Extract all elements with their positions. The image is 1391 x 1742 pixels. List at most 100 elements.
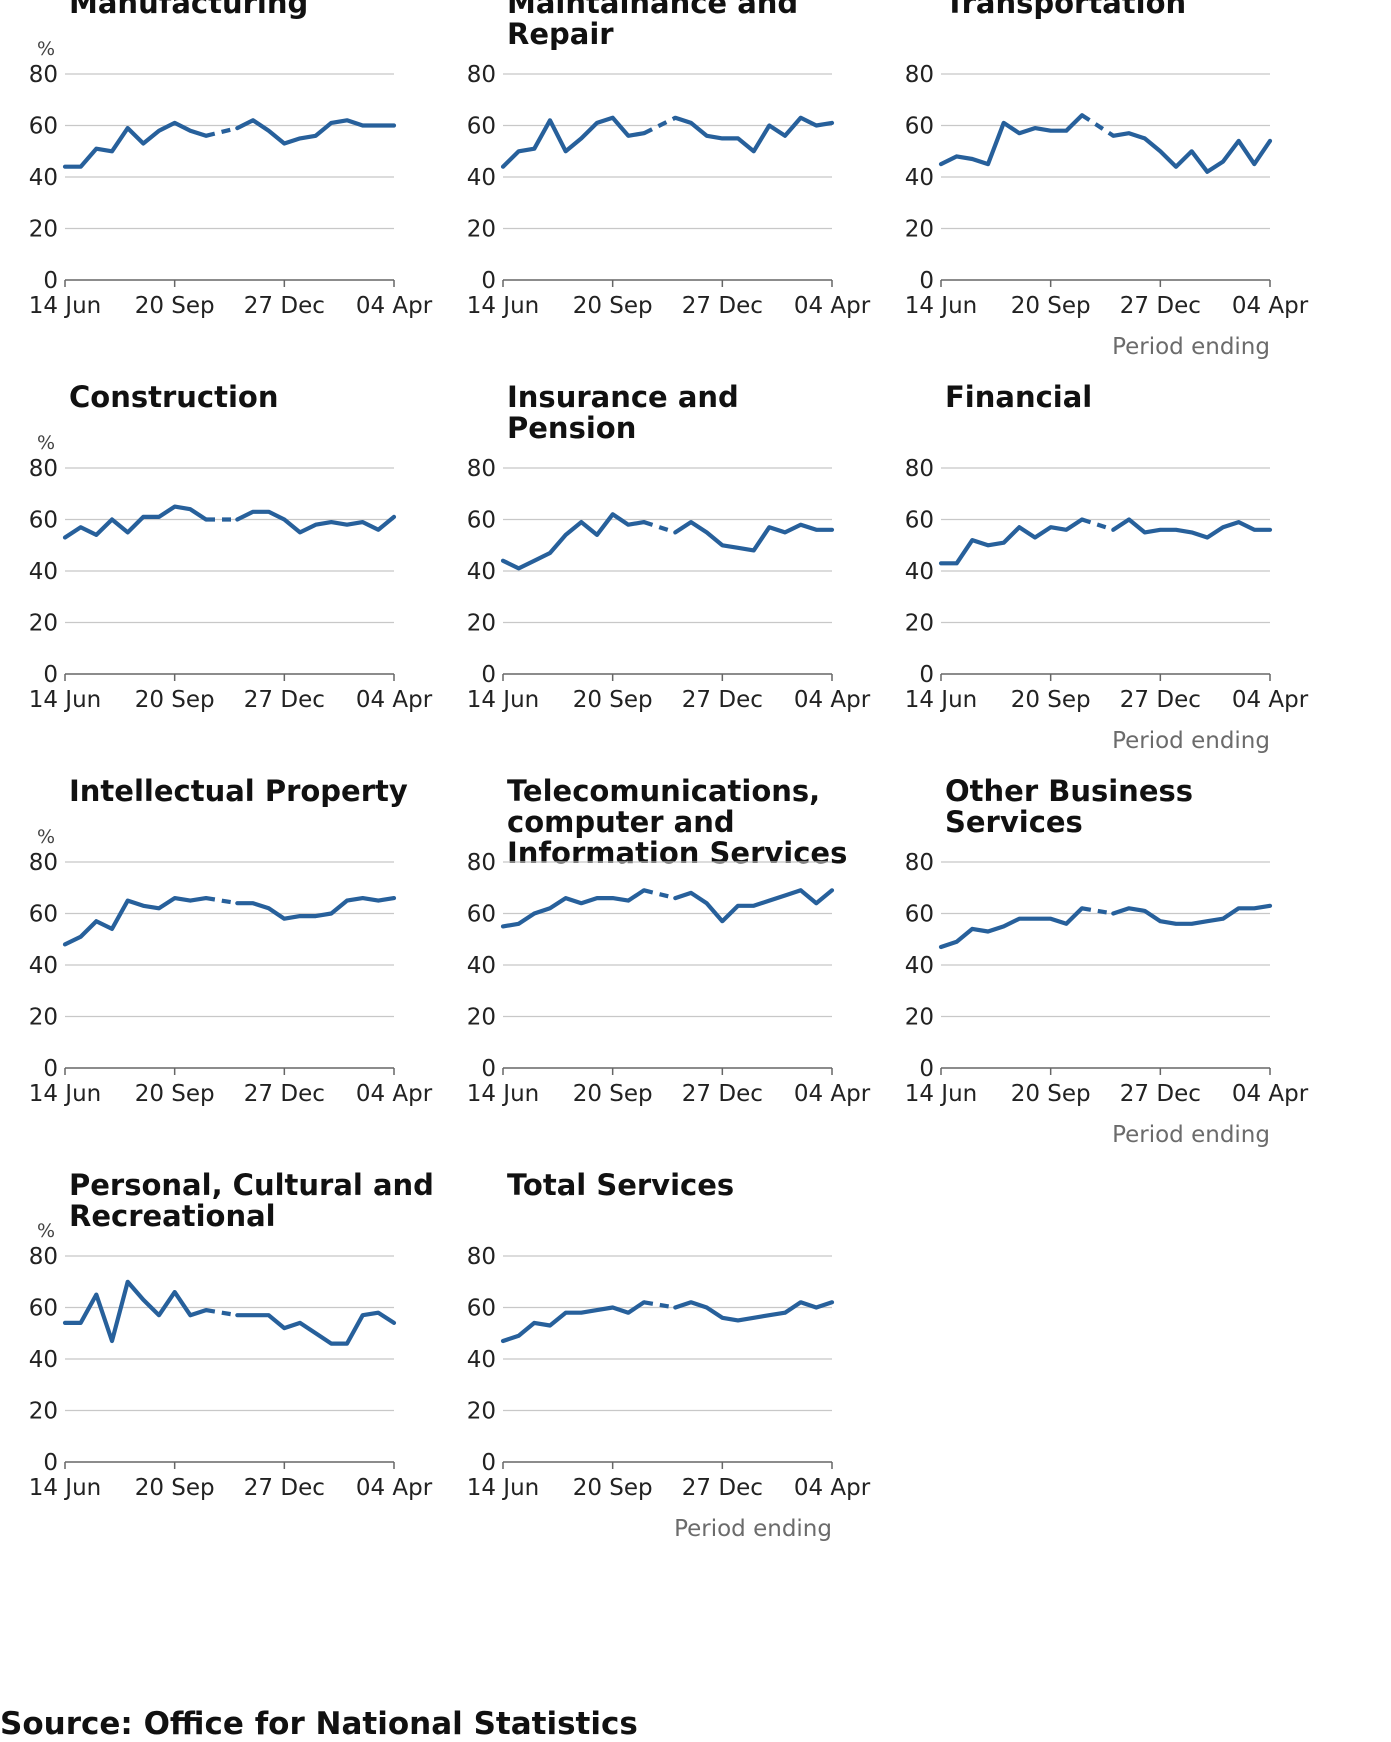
panel-title: Insurance and Pension <box>507 380 739 445</box>
series-line <box>235 118 397 146</box>
chart-panel: Transportation 0 20 40 60 80 14 Jun 20 Sep 27 De… <box>876 0 1336 420</box>
y-tick-label: 60 <box>905 508 934 534</box>
y-tick-label: 40 <box>905 953 934 979</box>
x-tick-label: 14 Jun <box>905 293 978 319</box>
x-tick-label: 04 Apr <box>794 1475 871 1501</box>
y-tick-label: 40 <box>467 953 496 979</box>
chart-panel: Construction 0 20 40 60 80% 14 Jun 20 Sep 27 Dec… <box>0 382 460 814</box>
x-tick-label: 20 Sep <box>1011 1081 1091 1107</box>
y-tick-label: 80 <box>905 62 934 88</box>
y-tick-label: 20 <box>905 217 934 243</box>
y-tick-label: 60 <box>29 508 58 534</box>
series-line <box>938 906 1085 950</box>
y-tick-label: 40 <box>905 165 934 191</box>
panel-title: Manufacturing <box>69 0 309 20</box>
series-line <box>673 520 835 553</box>
series-line <box>235 1310 397 1346</box>
x-tick-label: 20 Sep <box>135 687 215 713</box>
chart-panel: Financial 0 20 40 60 80 14 Jun 20 Sep 27 Dec 04 A… <box>876 382 1336 814</box>
y-tick-label: 40 <box>29 165 58 191</box>
panel-title: Personal, Cultural and Recreational <box>69 1168 434 1233</box>
x-tick-label: 27 Dec <box>682 1081 763 1107</box>
x-tick-label: 14 Jun <box>467 293 540 319</box>
y-tick-label: 20 <box>467 611 496 637</box>
y-unit-label: % <box>37 38 55 60</box>
x-axis-title: Period ending <box>1112 334 1270 360</box>
x-tick-label: 20 Sep <box>1011 293 1091 319</box>
x-tick-label: 27 Dec <box>1120 687 1201 713</box>
y-tick-label: 0 <box>481 268 496 294</box>
chart-panel: Insurance and Pension 0 20 40 60 80 14 Jun 20 S… <box>438 382 898 814</box>
series-gap-line <box>643 115 677 136</box>
y-tick-label: 20 <box>905 1005 934 1031</box>
series-gap-line <box>643 520 676 535</box>
y-unit-label: % <box>37 432 55 454</box>
y-tick-label: 0 <box>481 1450 496 1476</box>
y-tick-label: 20 <box>29 1005 58 1031</box>
y-tick-label: 80 <box>29 850 58 876</box>
y-tick-label: 80 <box>29 456 58 482</box>
chart-panel: Total Services 0 20 40 60 80 14 Jun 20 Sep 27 De… <box>438 1170 898 1602</box>
y-tick-label: 40 <box>29 559 58 585</box>
y-tick-label: 60 <box>29 902 58 928</box>
series-gap-line <box>1081 517 1114 532</box>
x-tick-label: 14 Jun <box>29 1475 102 1501</box>
x-tick-label: 20 Sep <box>135 293 215 319</box>
line-chart: 0 20 40 60 80 14 Jun 20 Sep 27 Dec 04 Apr Period … <box>905 456 1309 754</box>
x-tick-label: 27 Dec <box>682 293 763 319</box>
x-tick-label: 20 Sep <box>135 1475 215 1501</box>
x-tick-label: 20 Sep <box>573 1475 653 1501</box>
y-unit-label: % <box>37 826 55 848</box>
series-line <box>1111 903 1273 926</box>
line-chart: 0 20 40 60 80 14 Jun 20 Sep 27 Dec 04 Apr Period … <box>905 850 1309 1148</box>
y-tick-label: 0 <box>43 662 58 688</box>
x-tick-label: 27 Dec <box>1120 1081 1201 1107</box>
y-tick-label: 60 <box>467 1296 496 1322</box>
x-tick-label: 14 Jun <box>467 687 540 713</box>
panel-title: Other Business Services <box>945 774 1194 839</box>
x-tick-label: 14 Jun <box>467 1475 540 1501</box>
series-line <box>62 504 209 540</box>
x-tick-label: 14 Jun <box>905 687 978 713</box>
line-chart: 0 20 40 60 80 14 Jun 20 Sep 27 Dec 04 Apr Period … <box>467 1244 871 1542</box>
x-tick-label: 04 Apr <box>356 1475 433 1501</box>
y-tick-label: 0 <box>43 1056 58 1082</box>
series-gap-line <box>643 1300 676 1310</box>
x-tick-label: 27 Dec <box>244 687 325 713</box>
line-chart: 0 20 40 60 80 14 Jun 20 Sep 27 Dec 04 Apr <box>467 850 871 1107</box>
x-tick-label: 27 Dec <box>244 1081 325 1107</box>
chart-panel: Other Business Services 0 20 40 60 80 14 Jun 20… <box>876 776 1336 1208</box>
series-line <box>1111 517 1273 540</box>
x-tick-label: 14 Jun <box>29 687 102 713</box>
y-tick-label: 20 <box>29 217 58 243</box>
x-axis-title: Period ending <box>1112 1122 1270 1148</box>
x-tick-label: 27 Dec <box>682 1475 763 1501</box>
x-tick-label: 20 Sep <box>135 1081 215 1107</box>
series-gap-line <box>205 895 238 906</box>
x-tick-label: 04 Apr <box>794 1081 871 1107</box>
series-line <box>62 1279 209 1344</box>
series-line <box>500 888 647 929</box>
x-tick-label: 20 Sep <box>573 1081 653 1107</box>
y-tick-label: 0 <box>481 662 496 688</box>
y-tick-label: 0 <box>481 1056 496 1082</box>
y-tick-label: 40 <box>467 1347 496 1373</box>
x-tick-label: 14 Jun <box>29 293 102 319</box>
y-tick-label: 40 <box>905 559 934 585</box>
x-tick-label: 04 Apr <box>1232 1081 1309 1107</box>
y-tick-label: 0 <box>43 1450 58 1476</box>
x-tick-label: 20 Sep <box>573 293 653 319</box>
y-tick-label: 80 <box>467 62 496 88</box>
chart-panel: Intellectual Property 0 20 40 60 80% 14 Jun 20 … <box>0 776 460 1208</box>
panel-title: Intellectual Property <box>69 774 408 808</box>
panel-title: Telecomunications, computer and Informat… <box>507 774 848 870</box>
series-gap-line <box>205 1308 238 1318</box>
chart-panel: Telecomunications, computer and Informat… <box>438 776 898 1208</box>
x-tick-label: 20 Sep <box>573 687 653 713</box>
line-chart: 0 20 40 60 80 14 Jun 20 Sep 27 Dec 04 Apr Period … <box>905 62 1309 360</box>
chart-panel: Personal, Cultural and Recreational 0 20 40… <box>0 1170 460 1602</box>
chart-panel: Manufacturing 0 20 40 60 80% 14 Jun 20 Sep 27 De… <box>0 0 460 420</box>
y-tick-label: 0 <box>919 268 934 294</box>
x-tick-label: 04 Apr <box>794 687 871 713</box>
x-tick-label: 04 Apr <box>794 293 871 319</box>
